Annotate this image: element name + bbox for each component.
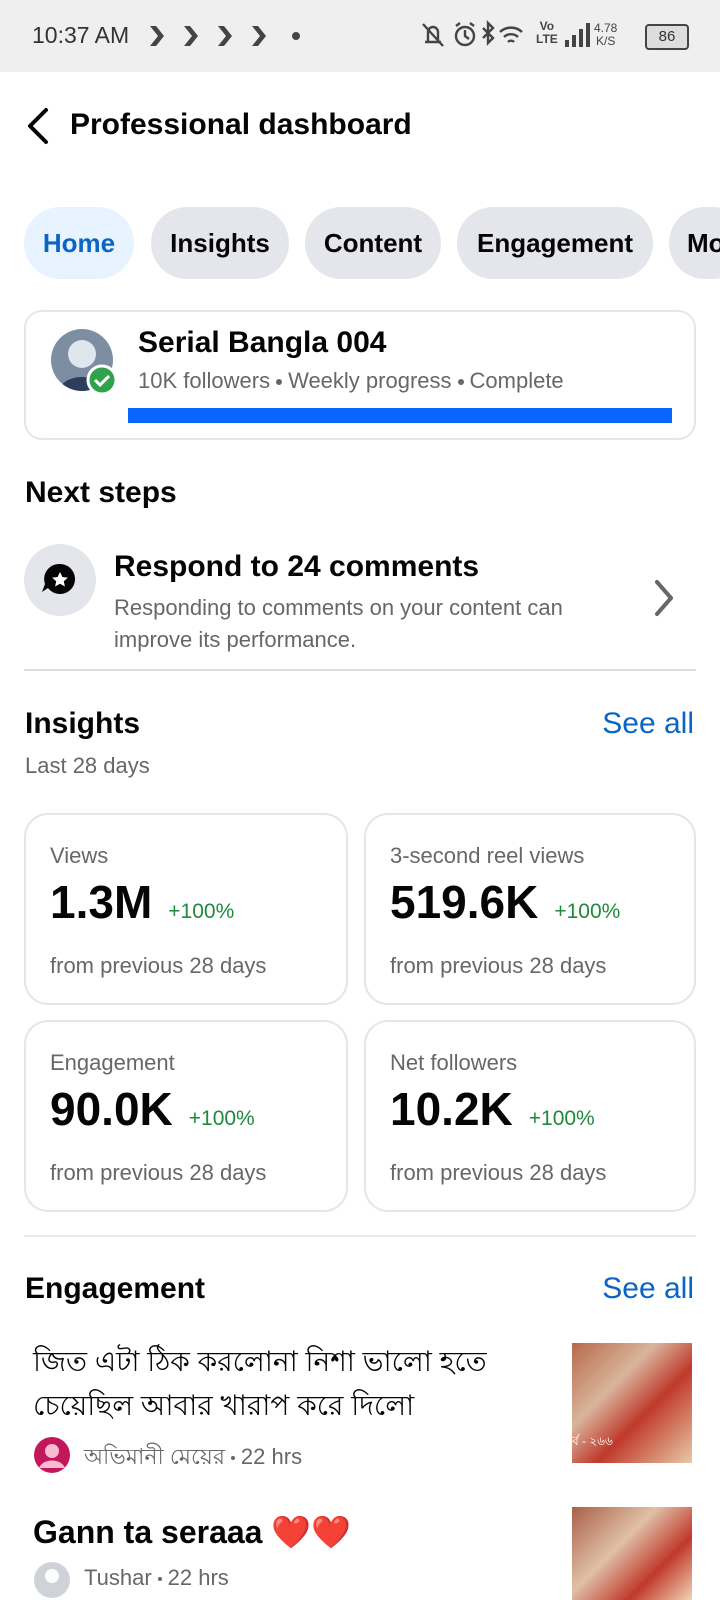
separator <box>157 1577 162 1582</box>
period: Last 28 days <box>25 753 150 778</box>
metric-label: Net followers <box>390 1050 518 1075</box>
followers: 10K followers <box>138 368 271 393</box>
profile-summary: 10K followers Weekly progress Complete <box>138 368 564 394</box>
next-step-title: Respond to 24 comments <box>114 550 480 583</box>
divider <box>24 1235 696 1237</box>
progress-status: Complete <box>469 368 564 393</box>
profile-avatar <box>51 329 118 396</box>
notification-icons <box>150 26 300 46</box>
author: Tushar <box>84 1565 152 1590</box>
section-title: Insights <box>25 707 141 740</box>
see-all-link[interactable]: See all <box>602 1272 694 1305</box>
author-avatar <box>34 1437 70 1473</box>
comment-meta: অভিমানী মেয়ের 22 hrs <box>84 1440 302 1477</box>
volte-indicator: Vo LTE <box>536 19 558 46</box>
clock: 10:37 AM <box>32 22 130 48</box>
progress-label: Weekly progress <box>288 368 452 393</box>
separator <box>276 379 283 386</box>
page-name: Serial Bangla 004 <box>138 326 387 359</box>
metric-comparison: from previous 28 days <box>50 953 267 978</box>
tab[interactable]: Content <box>305 207 441 279</box>
metric-row: 10.2K +100% <box>390 1082 595 1136</box>
section-title: Engagement <box>25 1272 206 1305</box>
metric-change: +100% <box>188 1107 255 1130</box>
comment-text: Gann ta seraaa ❤️❤️ <box>33 1514 352 1550</box>
metric-change: +100% <box>554 900 621 923</box>
metric-row: 1.3M +100% <box>50 875 234 929</box>
metric-comparison: from previous 28 days <box>390 953 607 978</box>
signal-icon <box>565 23 590 47</box>
separator <box>457 379 464 386</box>
section-title: Next steps <box>25 476 177 509</box>
profile-card[interactable]: Serial Bangla 004 10K followers Weekly pr… <box>24 310 696 440</box>
comment-icon <box>24 544 96 616</box>
insight-card[interactable]: 3-second reel views 519.6K +100% from pre… <box>364 813 696 1005</box>
see-all-link[interactable]: See all <box>602 707 694 740</box>
metric-row: 519.6K +100% <box>390 875 620 929</box>
network-speed: 4.78 K/S <box>594 21 618 48</box>
time: 22 hrs <box>167 1565 229 1590</box>
status-bar: 10:37 AM Vo LTE 4.78 K/S 86 <box>0 0 720 72</box>
metric-value: 90.0K <box>50 1083 173 1135</box>
author-avatar <box>34 1562 70 1598</box>
metric-change: +100% <box>528 1107 595 1130</box>
time: 22 hrs <box>240 1444 303 1469</box>
metric-value: 10.2K <box>390 1083 513 1135</box>
next-step-item[interactable]: Respond to 24 comments Responding to com… <box>24 540 696 652</box>
comment-text: জিত এটা ঠিক করলোনা নিশা ভালো হতে চেয়েছি… <box>33 1346 487 1421</box>
metric-row: 90.0K +100% <box>50 1082 255 1136</box>
battery: 86 <box>645 24 689 50</box>
thumbnail-caption: র্ব - ২৬৬ <box>572 1434 613 1448</box>
metric-comparison: from previous 28 days <box>390 1160 607 1185</box>
metric-comparison: from previous 28 days <box>50 1160 267 1185</box>
insight-card[interactable]: Views 1.3M +100% from previous 28 days <box>24 813 348 1005</box>
comment-item[interactable]: Gann ta seraaa ❤️❤️ Tushar 22 hrs <box>24 1505 696 1600</box>
metric-change: +100% <box>168 900 235 923</box>
next-step-description: Responding to comments on your content c… <box>114 595 563 652</box>
tab[interactable]: Home <box>24 207 134 279</box>
chevron <box>655 580 673 616</box>
comment-item[interactable]: জিত এটা ঠিক করলোনা নিশা ভালো হতে চেয়েছি… <box>24 1340 696 1473</box>
thumbnail: র্ব - ২৬৬ <box>572 1343 692 1463</box>
progress-bar <box>128 408 672 423</box>
metric-label: Views <box>50 843 109 868</box>
divider <box>24 669 696 671</box>
tab[interactable]: Engagement <box>457 207 653 279</box>
system-icons <box>422 20 523 47</box>
metric-value: 519.6K <box>390 876 539 928</box>
thumbnail <box>572 1507 692 1600</box>
insight-card[interactable]: Engagement 90.0K +100% from previous 28 d… <box>24 1020 348 1212</box>
metric-value: 1.3M <box>50 876 153 928</box>
separator <box>230 1456 235 1461</box>
page-title: Professional dashboard <box>70 108 412 141</box>
back-button[interactable] <box>24 106 54 146</box>
metric-label: 3-second reel views <box>390 843 585 868</box>
tab[interactable]: Insights <box>151 207 289 279</box>
tab[interactable]: Mo <box>669 207 720 279</box>
author: অভিমানী মেয়ের <box>84 1444 225 1469</box>
insight-card[interactable]: Net followers 10.2K +100% from previous 2… <box>364 1020 696 1212</box>
metric-label: Engagement <box>50 1050 175 1075</box>
comment-meta: Tushar 22 hrs <box>84 1565 229 1591</box>
